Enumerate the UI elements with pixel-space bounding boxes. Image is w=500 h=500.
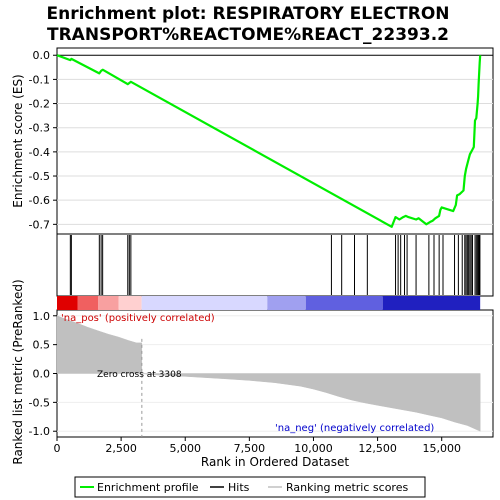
zero-cross-label: Zero cross at 3308	[97, 370, 182, 380]
rank-y-tick-label: 1.0	[33, 310, 51, 323]
ranking-metric-area	[56, 315, 481, 432]
color-bar-segment	[382, 296, 481, 310]
pos-correlated-label: 'na_pos' (positively correlated)	[61, 313, 215, 324]
rank-y-tick-label: 0.0	[33, 368, 51, 381]
rank-x-ticks: 0 2,500 5,000 7,500 10,000 12,500 15,000	[54, 437, 461, 455]
es-y-tick-label: -0.5	[29, 170, 50, 183]
es-y-tick-label: 0.0	[33, 49, 51, 62]
rank-x-tick-label: 15,000	[422, 442, 461, 455]
enrichment-profile-line	[56, 54, 482, 228]
es-y-axis-label: Enrichment score (ES)	[11, 74, 25, 207]
rank-x-tick-label: 5,000	[169, 442, 201, 455]
color-bar-segment	[267, 296, 306, 310]
legend-hits-label: Hits	[228, 481, 250, 494]
rank-y-tick-label: 0.5	[33, 339, 51, 352]
rank-color-bar	[57, 296, 481, 310]
es-y-tick-label: -0.4	[29, 146, 50, 159]
rank-x-tick-label: 2,500	[105, 442, 137, 455]
legend-enrichment-label: Enrichment profile	[97, 481, 199, 494]
rank-x-tick-label: 10,000	[294, 442, 333, 455]
rank-y-tick-label: -0.5	[29, 396, 50, 409]
es-gridlines	[57, 78, 493, 225]
es-y-tick-label: -0.3	[29, 122, 50, 135]
es-y-tick-label: -0.1	[29, 73, 50, 86]
es-y-tick-label: -0.7	[29, 218, 50, 231]
es-y-tick-label: -0.2	[29, 98, 50, 111]
color-bar-segment	[118, 296, 142, 310]
color-bar-segment	[77, 296, 99, 310]
es-y-ticks: 0.0 -0.1 -0.2 -0.3 -0.4 -0.5 -0.6 -0.7	[29, 49, 57, 231]
legend-ranking-label: Ranking metric scores	[286, 481, 408, 494]
rank-x-tick-label: 12,500	[358, 442, 397, 455]
color-bar-segment	[57, 296, 78, 310]
es-y-tick-label: -0.6	[29, 194, 50, 207]
rank-x-axis-label: Rank in Ordered Dataset	[201, 455, 349, 469]
rank-y-axis-label: Ranked list metric (PreRanked)	[11, 279, 25, 464]
rank-x-tick-label: 7,500	[234, 442, 266, 455]
chart-title-line-1: Enrichment plot: RESPIRATORY ELECTRON	[46, 4, 449, 24]
chart-title-line-2: TRANSPORT%REACTOME%REACT_22393.2	[47, 25, 449, 45]
legend-box	[74, 476, 426, 498]
hit-lines	[69, 235, 481, 295]
rank-y-tick-label: -1.0	[29, 425, 50, 438]
color-bar-segment	[98, 296, 119, 310]
color-bar-segment	[141, 296, 268, 310]
neg-correlated-label: 'na_neg' (negatively correlated)	[275, 423, 434, 434]
rank-x-tick-label: 0	[54, 442, 61, 455]
rank-y-ticks: 1.0 0.5 0.0 -0.5 -1.0	[29, 310, 57, 438]
color-bar-segment	[305, 296, 383, 310]
